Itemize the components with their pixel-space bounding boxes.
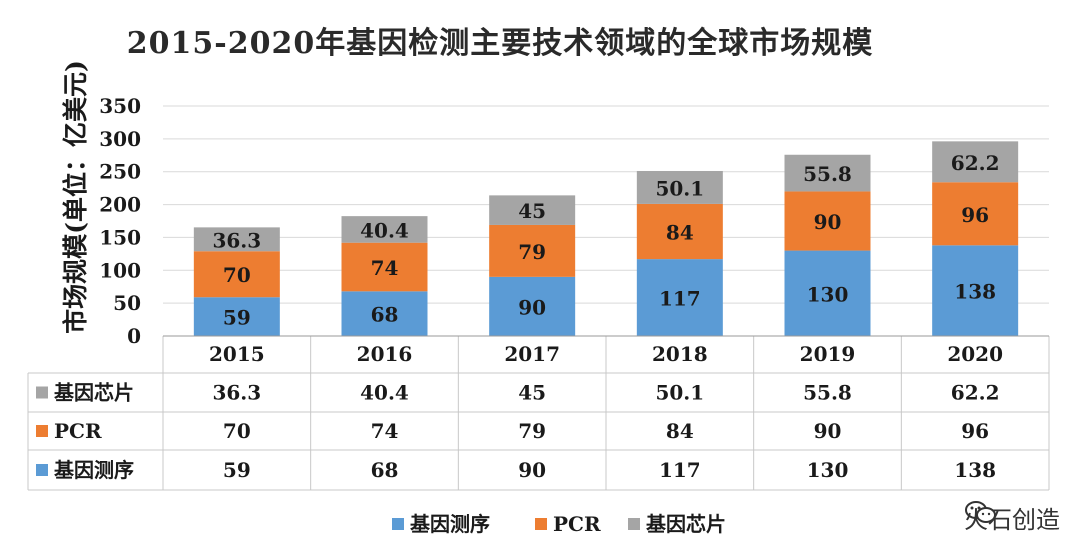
data-label: 50.1 — [655, 176, 704, 200]
table-cell: 62.2 — [951, 381, 1000, 405]
bar-segment — [341, 291, 428, 336]
data-label: 117 — [659, 287, 701, 311]
data-label: 84 — [666, 221, 694, 245]
table-cell: 40.4 — [360, 381, 409, 405]
y-tick-label: 300 — [99, 127, 141, 151]
bar-segment — [489, 195, 576, 225]
data-label: 59 — [223, 306, 251, 330]
bar-segment — [636, 203, 723, 260]
data-label: 79 — [518, 240, 546, 264]
y-tick-label: 50 — [113, 291, 141, 315]
table-legend-key — [36, 425, 48, 437]
bar-segment — [784, 154, 871, 192]
data-label: 74 — [371, 256, 399, 280]
table-cell: 68 — [371, 458, 399, 482]
bar-segment — [489, 224, 576, 277]
data-label: 45 — [518, 199, 546, 223]
y-tick-label: 200 — [99, 193, 141, 217]
table-cell: 90 — [814, 419, 842, 443]
table-cell: 90 — [518, 458, 546, 482]
table-cell: 79 — [518, 419, 546, 443]
table-cell: 130 — [807, 458, 849, 482]
table-cell: 45 — [518, 381, 546, 405]
data-label: 36.3 — [212, 228, 261, 252]
table-cell: 96 — [961, 419, 989, 443]
table-cell: 138 — [954, 458, 996, 482]
data-label: 70 — [223, 263, 251, 287]
table-cell: 36.3 — [212, 381, 261, 405]
y-tick-label: 0 — [127, 324, 141, 348]
data-label: 55.8 — [803, 162, 852, 186]
table-legend-key — [36, 386, 48, 399]
x-tick-label: 2016 — [357, 342, 413, 366]
bar-segment — [932, 245, 1019, 336]
bar-segment — [193, 251, 280, 298]
x-tick-label: 2020 — [947, 342, 1003, 366]
data-label: 68 — [371, 303, 399, 327]
bar-segment — [636, 259, 723, 336]
y-tick-label: 100 — [99, 258, 141, 282]
bar-segment — [932, 141, 1019, 183]
table-series-name: PCR — [54, 419, 102, 443]
data-label: 96 — [961, 203, 989, 227]
data-label: 40.4 — [360, 218, 409, 242]
table-cell: 74 — [371, 419, 399, 443]
bar-segment — [341, 216, 428, 243]
data-label: 62.2 — [951, 151, 1000, 175]
data-label: 90 — [814, 210, 842, 234]
bar-segment — [489, 276, 576, 336]
legend-key — [535, 518, 547, 530]
legend-label: 基因芯片 — [646, 512, 726, 536]
x-tick-label: 2017 — [504, 342, 560, 366]
table-cell: 117 — [659, 458, 701, 482]
table-series-name: 基因芯片 — [54, 381, 134, 405]
table-cell: 55.8 — [803, 381, 852, 405]
legend-key — [392, 518, 404, 530]
table-series-name: 基因测序 — [54, 458, 134, 482]
table-cell: 70 — [223, 419, 251, 443]
watermark: 火石创造 — [964, 500, 1060, 535]
bar-segment — [784, 191, 871, 251]
table-cell: 84 — [666, 419, 694, 443]
y-tick-label: 250 — [99, 160, 141, 184]
bar-segment — [193, 227, 280, 252]
bar-segment — [784, 250, 871, 336]
x-tick-label: 2019 — [800, 342, 856, 366]
table-cell: 59 — [223, 458, 251, 482]
legend-label: 基因测序 — [410, 512, 490, 536]
bar-segment — [932, 182, 1019, 246]
table-legend-key — [36, 464, 48, 476]
y-tick-label: 350 — [99, 94, 141, 118]
wechat-icon — [965, 501, 996, 523]
bar-segment — [341, 242, 428, 292]
legend-label: PCR — [553, 512, 601, 536]
x-tick-label: 2018 — [652, 342, 708, 366]
y-tick-label: 150 — [99, 225, 141, 249]
bar-segment — [193, 297, 280, 336]
data-label: 130 — [807, 282, 849, 306]
legend-key — [628, 518, 640, 530]
bar-segment — [636, 170, 723, 204]
table-cell: 50.1 — [655, 381, 704, 405]
data-label: 138 — [954, 280, 996, 304]
chart-title: 2015-2020年基因检测主要技术领域的全球市场规模 — [126, 26, 874, 61]
data-label: 90 — [518, 295, 546, 319]
x-tick-label: 2015 — [209, 342, 265, 366]
